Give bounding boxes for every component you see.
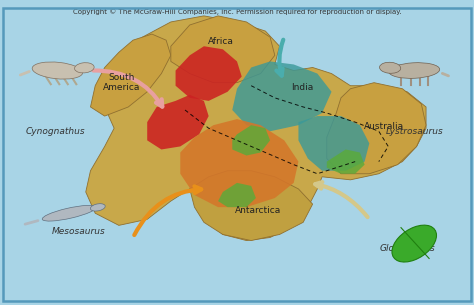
Polygon shape [91,34,171,116]
Polygon shape [175,46,242,101]
Text: Lystrosaurus: Lystrosaurus [385,127,443,136]
Text: Australia: Australia [364,122,403,131]
Polygon shape [190,171,313,241]
Ellipse shape [389,63,440,78]
Ellipse shape [392,225,437,262]
FancyArrowPatch shape [20,72,29,75]
Polygon shape [232,61,331,131]
Polygon shape [327,83,426,174]
Polygon shape [180,119,299,207]
Polygon shape [299,116,369,171]
FancyArrowPatch shape [442,74,448,76]
Polygon shape [147,95,209,149]
Ellipse shape [380,62,401,73]
Text: India: India [291,83,313,92]
Polygon shape [232,125,270,156]
FancyArrowPatch shape [25,221,38,224]
Text: Glossopteris: Glossopteris [379,244,435,253]
Ellipse shape [74,63,94,73]
Text: South
America: South America [102,73,140,92]
Ellipse shape [91,204,105,211]
Polygon shape [218,183,256,207]
Ellipse shape [32,62,82,79]
Ellipse shape [42,205,96,221]
Text: Africa: Africa [208,37,233,46]
Polygon shape [171,16,275,83]
Text: Mesosaurus: Mesosaurus [52,227,106,236]
Polygon shape [86,16,426,241]
Polygon shape [327,149,365,174]
Text: Copyright © The McGraw-Hill Companies, Inc. Permission required for reproduction: Copyright © The McGraw-Hill Companies, I… [73,8,401,15]
Text: Cynognathus: Cynognathus [25,127,85,136]
Text: Antarctica: Antarctica [235,206,282,215]
